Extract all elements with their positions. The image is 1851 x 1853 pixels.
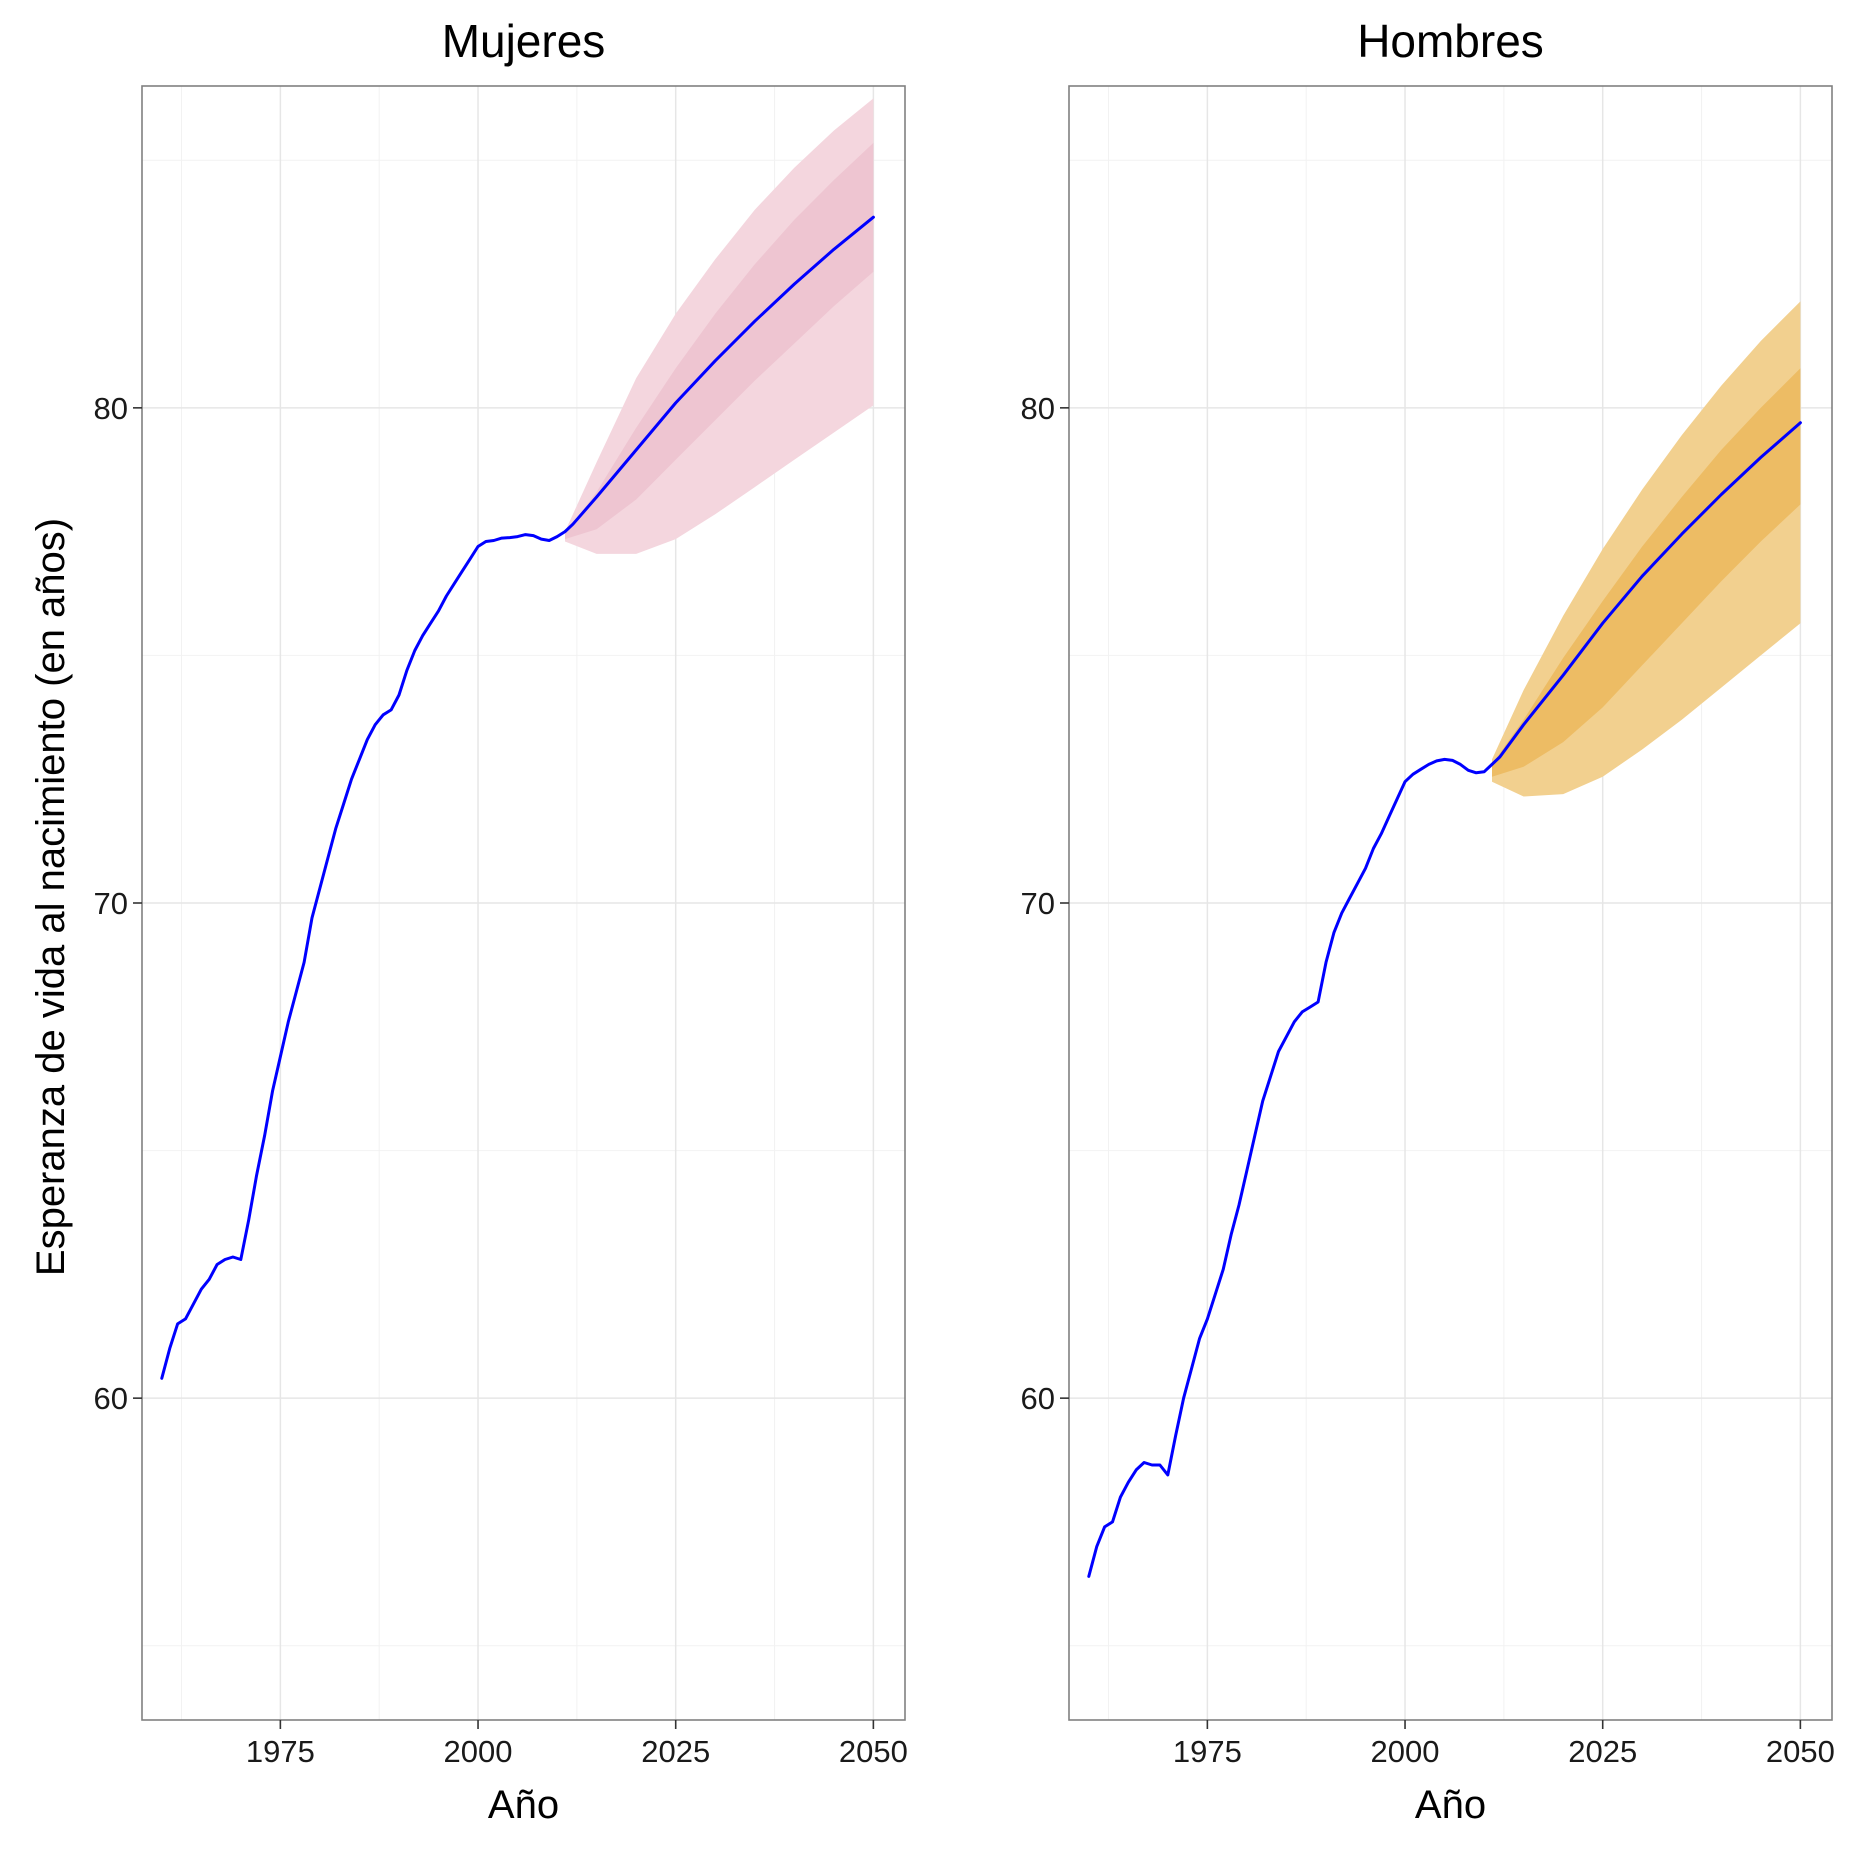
forecast-band-inner (565, 142, 874, 540)
x-tick-label: 1975 (1173, 1734, 1242, 1769)
y-tick-label: 70 (94, 886, 128, 921)
y-tick-label: 60 (1021, 1381, 1055, 1416)
x-axis-title: Año (1415, 1783, 1486, 1827)
x-tick-label: 1975 (246, 1734, 315, 1769)
life-expectancy-line (1087, 421, 1802, 1578)
y-tick-label: 80 (94, 391, 128, 426)
y-tick-label: 80 (1021, 391, 1055, 426)
panel-title-hombres: Hombres (1357, 15, 1544, 67)
x-axis-title: Año (488, 1783, 559, 1827)
panel-mujeres: 1975 2000 2025 2050 60 70 80 Mujeres Año (94, 15, 908, 1827)
x-tick-label: 2050 (839, 1734, 908, 1769)
x-tick-label: 2025 (1568, 1734, 1637, 1769)
x-tick-label: 2000 (444, 1734, 513, 1769)
y-tick-label: 70 (1021, 886, 1055, 921)
x-tick-label: 2000 (1371, 1734, 1440, 1769)
panel-hombres: 1975 2000 2025 2050 60 70 80 Hombres Año (1021, 15, 1835, 1827)
y-tick-label: 60 (94, 1381, 128, 1416)
y-axis-title: Esperanza de vida al nacimiento (en años… (29, 518, 73, 1276)
x-tick-label: 2025 (641, 1734, 710, 1769)
panel-title-mujeres: Mujeres (442, 15, 606, 67)
x-tick-label: 2050 (1766, 1734, 1835, 1769)
life-expectancy-line (160, 215, 875, 1380)
